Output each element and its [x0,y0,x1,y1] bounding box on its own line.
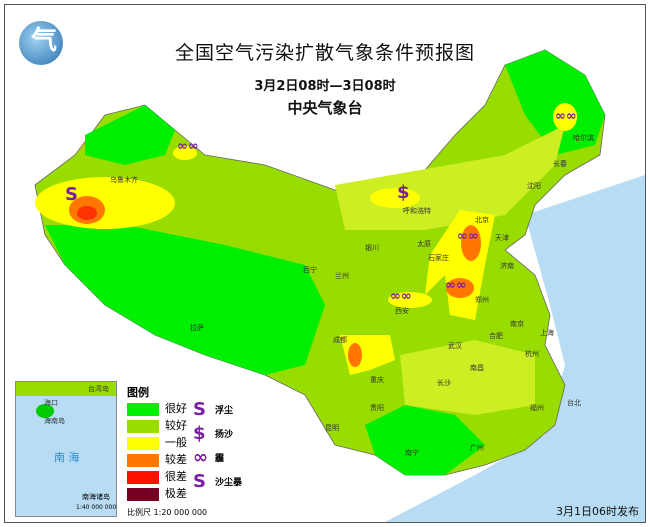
inset-scale: 1:40 000 000 [76,504,117,511]
haze-icon: ∞ [193,447,208,468]
zone-moderate-northeast [553,103,577,131]
inset-label: 台湾岛 [88,385,109,393]
haze-icon: ∞∞ [177,139,199,154]
inset-hainan [36,404,54,418]
zone-fair-south [400,340,535,415]
city-label: 哈尔滨 [573,134,594,142]
legend-class-label: 极差 [165,487,187,500]
city-label: 重庆 [370,376,384,384]
legend-class-label: 很好 [165,402,187,415]
zone-very-good-west [45,225,325,375]
scale-note: 比例尺 1:20 000 000 [127,508,208,517]
zone-moderate-xinjiang [35,177,175,229]
legend-symbol-label: 沙尘暴 [215,478,243,488]
city-label: 呼和浩特 [403,207,431,215]
city-label: 上海 [540,329,554,337]
city-label: 天津 [495,234,509,242]
city-label: 西宁 [303,266,317,274]
city-label: 广州 [470,444,484,452]
city-label: 贵阳 [370,404,384,412]
city-label: 武汉 [448,342,462,350]
haze-icon: ∞∞ [445,278,467,293]
city-label: 长春 [553,160,567,168]
city-label: 石家庄 [428,254,449,262]
city-label: 南昌 [470,364,484,372]
city-label: 合肥 [489,332,503,340]
city-label: 长沙 [437,379,451,387]
zone-poor-sichuan [348,343,362,367]
legend-class-label: 很差 [165,470,187,483]
legend-symbol-label: 浮尘 [215,406,234,416]
south-china-sea-inset: 海口 海南岛 台湾岛 南 海 南海诸岛 1:40 000 000 [15,381,117,517]
inset-mainland [16,382,116,396]
city-label: 杭州 [525,350,539,358]
haze-icon: ∞∞ [457,229,479,244]
floating-dust-icon: S [193,399,206,420]
legend-class-label: 一般 [165,436,187,449]
forecast-period: 3月2日08时—3日08时 [254,79,396,94]
east-sea [385,175,645,522]
city-label: 沈阳 [527,182,541,190]
city-label: 郑州 [475,296,489,304]
issuer: 中央气象台 [287,99,363,117]
city-label: 成都 [333,336,347,344]
city-label: 西安 [395,307,409,315]
blowing-sand-icon: $ [397,182,410,203]
legend-swatch [127,454,159,467]
haze-icon: ∞∞ [555,109,577,124]
zone-poor-henan [446,278,474,298]
zone-moderate-hohhot [370,188,420,208]
zone-moderate-fenwei [388,292,432,308]
inset-label: 海南岛 [44,417,65,425]
city-label: 济南 [500,262,514,270]
legend-swatch [127,403,159,416]
legend-swatch [127,437,159,450]
city-label: 太原 [417,240,431,248]
inset-sea-label: 南 海 [54,451,80,464]
city-label: 拉萨 [190,324,204,332]
zone-very-good-north [85,105,175,165]
legend-class-label: 较差 [165,453,187,466]
china-map [5,5,645,522]
blowing-sand-icon: $ [193,423,206,444]
inset-title: 南海诸岛 [82,493,110,501]
zone-very-good-northeast [505,50,605,155]
map-frame: 气 全国空气污染扩散气象条件预报图 3月2日08时—3日08时 中央气象台 S … [4,4,646,523]
city-label: 乌鲁木齐 [110,176,138,184]
city-label: 南京 [510,320,524,328]
legend-swatch [127,471,159,484]
legend-symbol-label: 霾 [215,454,225,464]
cma-logo: 气 [19,21,63,65]
legend-swatch [127,420,159,433]
legend-class-label: 较好 [165,419,187,432]
inset-label: 海口 [44,399,58,407]
city-label: 北京 [475,216,489,224]
issue-time: 3月1日06时发布 [556,504,639,518]
city-label: 台北 [567,399,581,407]
city-label: 银川 [365,244,379,252]
legend-swatch [127,488,159,501]
zone-very-good-south [365,405,485,475]
city-label: 南宁 [405,449,419,457]
floating-dust-icon: S [65,184,78,205]
city-label: 福州 [530,404,544,412]
zone-poor-huabei [461,225,481,261]
city-label: 昆明 [325,424,339,432]
zone-very-poor-xinjiang [77,206,97,220]
haze-icon: ∞∞ [390,289,412,304]
legend-symbol-label: 扬沙 [215,430,234,440]
zone-moderate-north [173,146,197,160]
legend-title: 图例 [127,386,149,399]
sandstorm-icon: S [193,471,206,492]
city-label: 兰州 [335,272,349,280]
map-title: 全国空气污染扩散气象条件预报图 [174,42,475,64]
